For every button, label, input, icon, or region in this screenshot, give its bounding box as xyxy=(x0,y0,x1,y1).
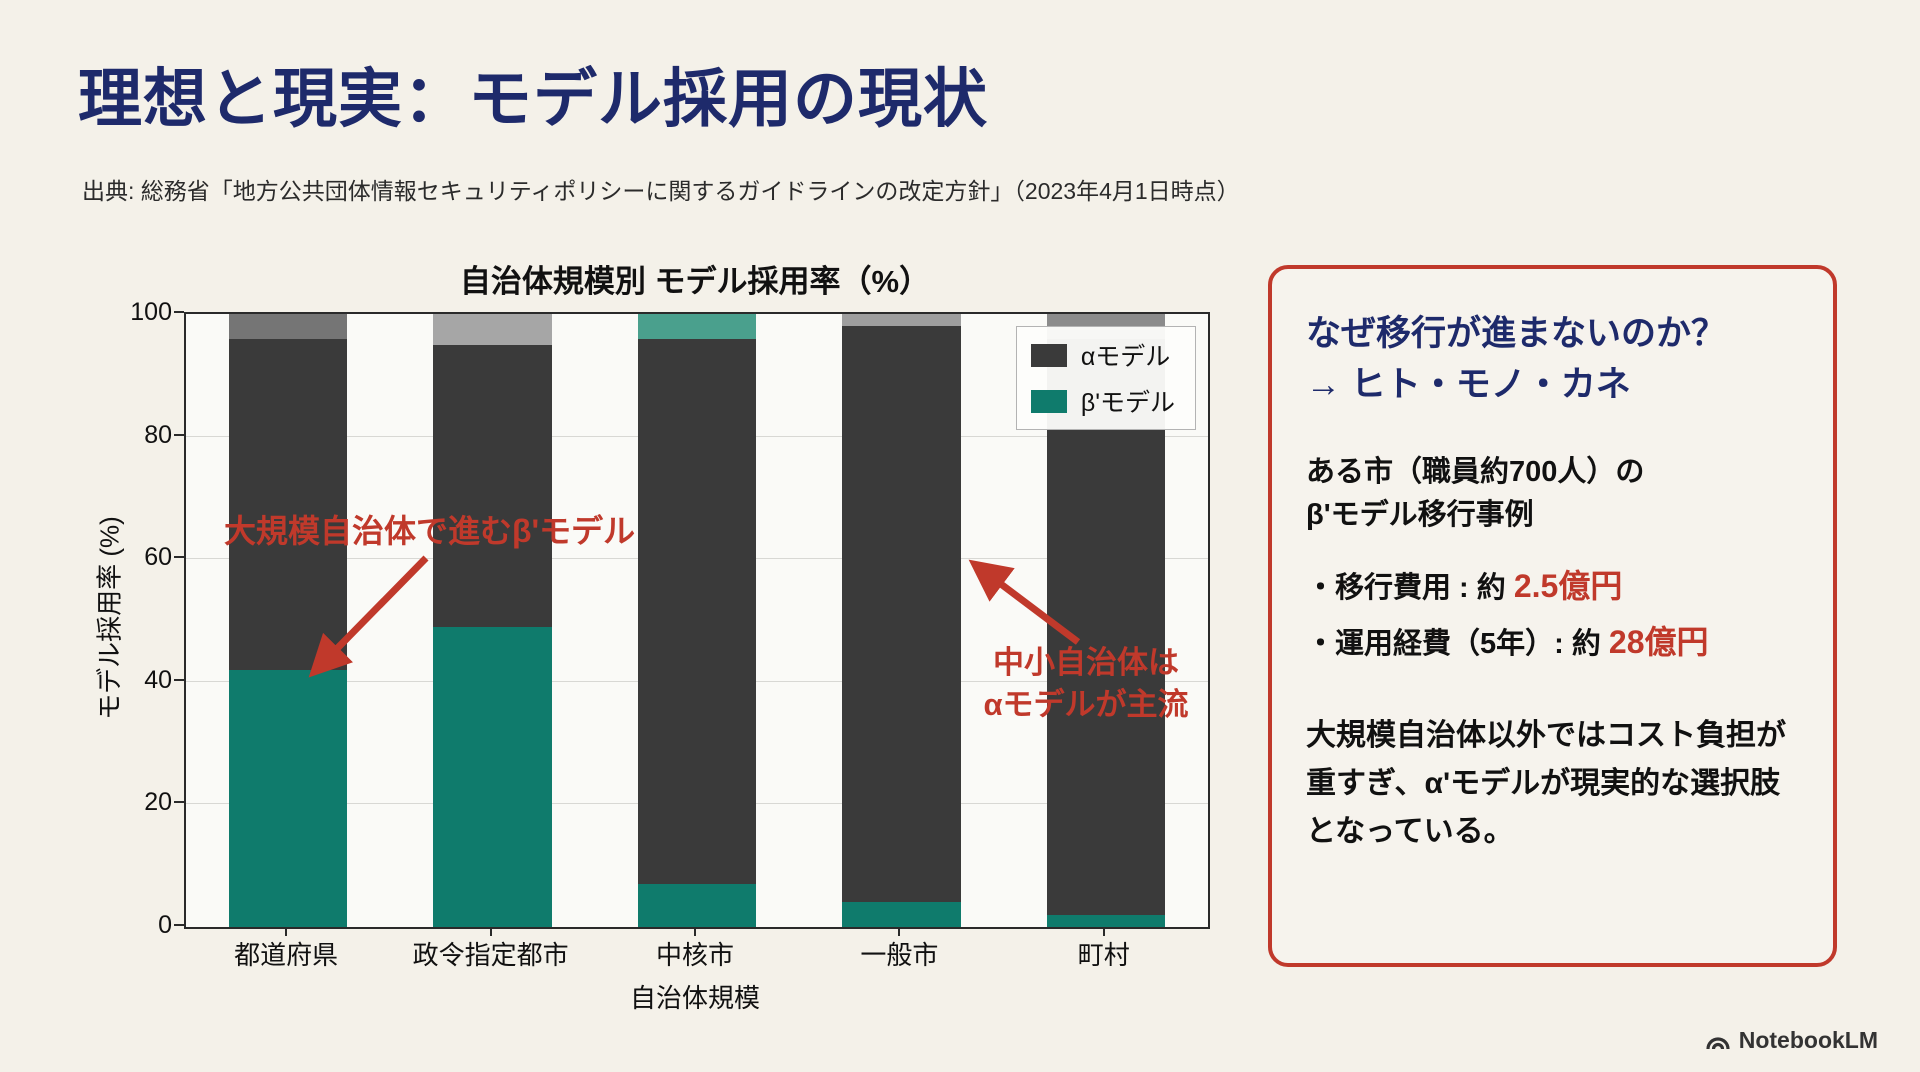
case-line1: ある市（職員約700人）の xyxy=(1306,455,1645,488)
panel-heading: なぜ移行が進まないのか？ → ヒト・モノ・カネ xyxy=(1306,309,1799,411)
legend-label: β'モデル xyxy=(1080,389,1175,417)
annotation-beta-large-municipalities: 大規模自治体で進むβ'モデル xyxy=(224,513,636,549)
panel-heading-line2: → ヒト・モノ・カネ xyxy=(1306,364,1631,404)
x-tick-mark xyxy=(898,927,901,936)
bullet2-label: ・運用経費（5年）: 約 xyxy=(1306,627,1609,660)
bullet-operation-cost: ・運用経費（5年）: 約 28億円 xyxy=(1306,614,1799,670)
y-tick-label: 20 xyxy=(144,788,172,817)
legend-swatch xyxy=(1030,343,1067,367)
bar-都道府県 xyxy=(228,314,348,927)
bar-segment-αモデル xyxy=(842,326,961,903)
bar-政令指定都市 xyxy=(433,314,552,927)
cost-bullets: ・移行費用 : 約 2.5億円 ・運用経費（5年）: 約 28億円 xyxy=(1306,558,1799,670)
bar-segment-unlabeled-top-segment xyxy=(637,314,757,339)
notebooklm-brand: NotebookLM xyxy=(1705,1027,1878,1054)
x-axis-label: 自治体規模 xyxy=(629,983,760,1013)
y-tick-label: 0 xyxy=(158,911,172,939)
bar-segment-β'モデル xyxy=(842,902,961,927)
chart-title: 自治体規模別 モデル採用率（%） xyxy=(459,264,931,299)
bar-segment-unlabeled-top-segment xyxy=(842,314,961,327)
y-tick-label: 80 xyxy=(144,420,172,449)
bullet1-value: 2.5億円 xyxy=(1513,567,1623,604)
bar-一般市 xyxy=(842,314,961,927)
x-tick-mark xyxy=(1102,927,1105,936)
y-tick-mark xyxy=(174,311,184,313)
bar-segment-αモデル xyxy=(637,338,757,885)
page-title: 理想と現実：モデル採用の現状 xyxy=(78,63,988,135)
x-category-label: 町村 xyxy=(1077,940,1130,970)
bullet-migration-cost: ・移行費用 : 約 2.5億円 xyxy=(1306,558,1799,614)
bar-segment-β'モデル xyxy=(228,669,348,927)
bar-segment-unlabeled-top-segment xyxy=(433,314,552,345)
cost-info-panel: なぜ移行が進まないのか？ → ヒト・モノ・カネ ある市（職員約700人）の β'… xyxy=(1268,265,1837,967)
case-study-title: ある市（職員約700人）の β'モデル移行事例 xyxy=(1306,451,1799,538)
bullet1-label: ・移行費用 : 約 xyxy=(1306,571,1514,604)
x-category-label: 一般市 xyxy=(860,940,939,970)
y-tick-mark xyxy=(174,433,184,436)
chart-legend: αモデル β'モデル xyxy=(1015,326,1196,430)
bar-segment-unlabeled-top-segment xyxy=(228,314,348,339)
bar-segment-β'モデル xyxy=(1046,914,1166,927)
y-tick-mark xyxy=(174,801,184,804)
bullet2-value: 28億円 xyxy=(1608,623,1709,660)
x-tick-mark xyxy=(285,927,288,936)
bar-segment-αモデル xyxy=(433,344,552,627)
notebooklm-brand-label: NotebookLM xyxy=(1738,1027,1878,1053)
y-tick-mark xyxy=(174,678,184,681)
case-line2: β'モデル移行事例 xyxy=(1306,499,1534,531)
legend-label: αモデル xyxy=(1080,343,1171,371)
y-tick-mark xyxy=(174,556,184,559)
x-category-label: 都道府県 xyxy=(234,940,339,970)
panel-heading-line1: なぜ移行が進まないのか？ xyxy=(1306,314,1727,353)
notebooklm-logo-icon xyxy=(1706,1036,1730,1049)
bar-segment-αモデル xyxy=(228,338,348,670)
legend-swatch xyxy=(1030,389,1067,413)
y-tick-label: 100 xyxy=(130,298,172,326)
plot-area: αモデル β'モデル xyxy=(184,312,1210,929)
bar-中核市 xyxy=(637,314,757,927)
annotation-alpha-small-municipalities: 中小自治体は αモデルが主流 xyxy=(983,645,1189,722)
bar-segment-β'モデル xyxy=(433,626,552,927)
legend-item: αモデル xyxy=(1030,337,1175,373)
y-tick-mark xyxy=(174,924,184,926)
y-tick-label: 60 xyxy=(144,543,172,572)
x-category-label: 政令指定都市 xyxy=(412,940,569,970)
bar-segment-β'モデル xyxy=(637,884,757,927)
panel-conclusion: 大規模自治体以外ではコスト負担が重すぎ、α'モデルが現実的な選択肢となっている。 xyxy=(1306,718,1786,848)
y-tick-label: 40 xyxy=(144,665,172,694)
x-tick-mark xyxy=(489,927,492,936)
source-note: 出典: 総務省「地方公共団体情報セキュリティポリシーに関するガイドラインの改定方… xyxy=(82,178,1240,204)
x-category-label: 中核市 xyxy=(655,940,735,970)
legend-item: β'モデル xyxy=(1030,383,1175,419)
x-tick-mark xyxy=(694,927,696,936)
